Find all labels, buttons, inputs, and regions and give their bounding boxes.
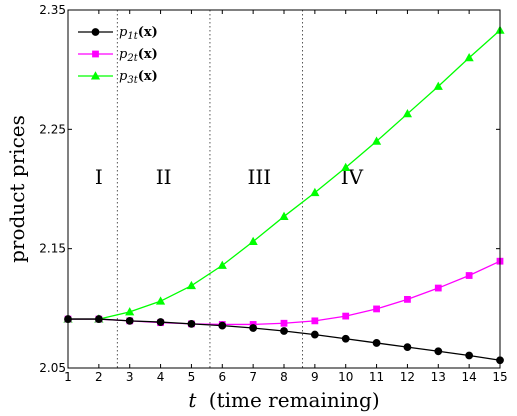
x-axis-label: (time remaining) [209,388,380,412]
data-point [187,319,196,328]
x-tick-label: 3 [126,370,134,384]
legend-label: p2t(x) [119,47,158,64]
data-point [310,187,320,197]
legend-label: p3t(x) [119,69,158,86]
x-tick-label: 15 [492,370,507,384]
y-tick-label: 2.05 [39,361,66,375]
series-line [68,29,501,320]
x-tick-label: 9 [311,370,319,384]
data-point [217,260,227,269]
x-tick-label: 8 [280,370,288,384]
region-label: III [247,165,271,189]
data-point [402,109,413,118]
x-tick-label: 14 [462,370,477,384]
x-axis-title: t (time remaining) [188,388,379,412]
data-point [403,343,412,352]
x-tick-label: 12 [400,370,415,384]
region-label: I [95,165,103,189]
data-point [310,330,319,339]
data-point [186,280,197,290]
region-boundaries [116,10,304,368]
y-axis-ticks: 2.05 2.15 2.25 2.35 [39,3,500,375]
data-point [341,334,350,343]
data-point [433,81,443,90]
data-point [311,317,319,325]
data-point [341,162,351,172]
data-point [94,315,103,323]
y-axis-title: product prices [5,115,29,263]
y-tick-label: 2.25 [39,122,66,136]
data-point [156,318,165,326]
legend-marker [91,28,100,36]
region-label: IV [341,165,364,189]
data-point [342,312,350,320]
legend: p1t(x) p2t(x) p3t(x) [78,25,158,86]
legend-item-2t: p2t(x) [78,47,158,64]
data-point [280,327,288,335]
data-point [464,52,474,62]
series-2t [64,257,504,328]
data-point [465,272,473,279]
legend-marker [92,50,99,58]
x-tick-label: 1 [64,370,72,384]
series-lines [63,25,505,365]
y-tick-label: 2.15 [39,242,66,256]
x-axis-ticks: 1 2 3 4 5 6 7 8 9 10 11 12 13 14 15 [64,10,508,384]
data-point [280,319,288,327]
data-point [373,305,380,313]
legend-label: p1t(x) [119,25,158,42]
data-point [465,351,474,360]
x-tick-label: 2 [95,370,103,384]
series-1t [64,315,504,365]
region-labels: I II III IV [95,165,364,189]
data-point [279,211,289,220]
data-point [372,339,381,347]
x-tick-label: 11 [369,370,384,384]
data-point [155,296,166,305]
x-tick-label: 4 [157,370,165,384]
data-point [404,295,411,303]
x-tick-label: 13 [431,370,446,384]
data-point [371,136,382,145]
series-3t [63,25,505,323]
data-point [218,321,227,330]
legend-item-3t: p3t(x) [78,69,158,86]
x-tick-label: 7 [249,370,257,384]
data-point [125,307,135,316]
data-point [249,324,258,332]
data-point [434,284,442,292]
x-tick-label: 5 [188,370,196,384]
data-point [434,347,443,356]
data-point [125,316,134,325]
x-axis-variable: t [188,388,197,412]
y-tick-label: 2.35 [39,3,66,17]
legend-marker [90,71,101,80]
data-point [248,236,258,245]
legend-item-1t: p1t(x) [78,25,158,42]
x-tick-label: 6 [218,370,226,384]
region-label: II [156,165,172,189]
x-tick-label: 10 [338,370,353,384]
